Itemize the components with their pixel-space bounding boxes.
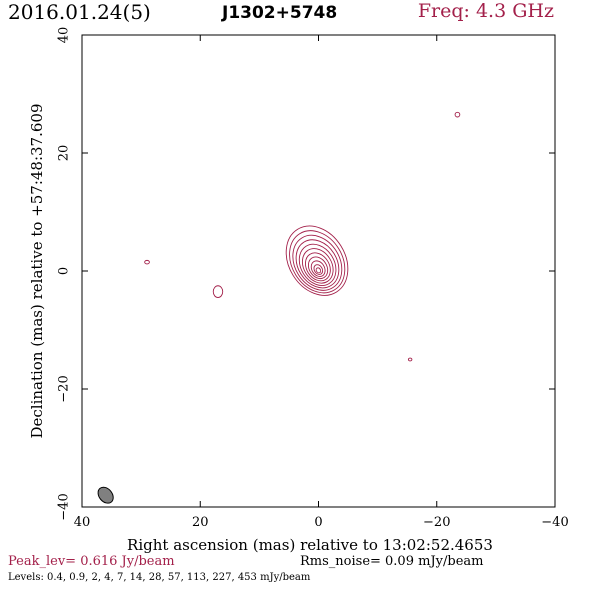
y-tick-label: 0 [57, 267, 72, 275]
contour-level [307, 256, 329, 280]
plot-frame [81, 34, 556, 508]
rms-noise: Rms_noise= 0.09 mJy/beam [300, 554, 484, 569]
source-name: J1302+5748 [222, 3, 338, 23]
contour-feature [407, 357, 413, 362]
contour-levels: Levels: 0.4, 0.9, 2, 4, 7, 14, 28, 57, 1… [8, 572, 311, 583]
frequency-label: Freq: 4.3 GHz [417, 0, 554, 22]
y-tick-label: 20 [57, 145, 72, 162]
axis-ticks [81, 34, 556, 508]
contour-level [289, 230, 346, 294]
y-axis-label: Declination (mas) relative to +57:48:37.… [28, 103, 46, 438]
contour-level [292, 234, 343, 291]
x-axis-label: Right ascension (mas) relative to 13:02:… [127, 536, 493, 554]
contour-level [313, 264, 324, 275]
contour-level [301, 248, 334, 284]
x-tick-label: 0 [314, 515, 322, 530]
contour-level [295, 239, 340, 289]
x-tick-label: 20 [192, 515, 209, 530]
contour-feature [454, 111, 461, 118]
x-tick-label: −40 [541, 515, 568, 530]
beam-layer [97, 486, 114, 504]
contour-feature [212, 285, 224, 299]
contour-level [285, 225, 349, 296]
y-tick-label: 40 [57, 27, 72, 44]
contour-level [305, 252, 331, 282]
contour-level [310, 260, 326, 277]
contour-level [315, 267, 322, 274]
contour-feature [144, 259, 150, 265]
y-tick-label: −40 [57, 493, 72, 520]
tick-labels: 40 20 0 −20 −40 −40 −20 0 20 40 [57, 27, 569, 530]
contour-layer [144, 111, 461, 362]
y-tick-label: −20 [57, 375, 72, 402]
beam-ellipse [97, 486, 114, 504]
contour-level [298, 243, 337, 286]
observation-date: 2016.01.24(5) [8, 0, 151, 24]
x-tick-label: −20 [423, 515, 450, 530]
x-tick-label: 40 [74, 515, 91, 530]
peak-level: Peak_lev= 0.616 Jy/beam [8, 554, 175, 569]
